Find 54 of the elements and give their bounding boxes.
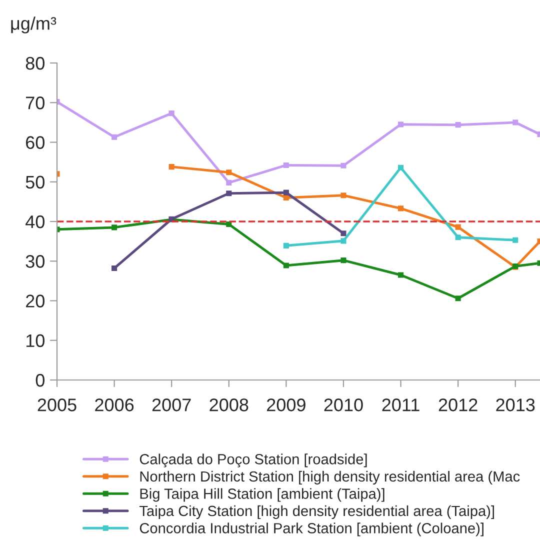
legend-label: Northern District Station [high density residential area (Mac: [140, 470, 520, 485]
x-tick-label: 2010: [324, 398, 363, 412]
point: [398, 206, 404, 212]
y-tick-label: 30: [26, 255, 44, 268]
point: [226, 221, 232, 228]
x-tick-label: 2011: [382, 398, 420, 412]
y-tick-label: 10: [26, 334, 44, 348]
point: [455, 122, 461, 128]
point: [398, 272, 404, 278]
y-tick-label: 50: [26, 176, 44, 189]
x-tick-label: 2009: [267, 398, 306, 412]
x-tick-label: 2007: [152, 398, 191, 412]
point: [512, 237, 518, 243]
point: [226, 170, 232, 176]
point: [112, 134, 118, 140]
point: [168, 110, 174, 116]
x-tick-label: 2005: [38, 398, 76, 412]
point: [340, 258, 346, 264]
x-tick-label: 2006: [95, 398, 134, 412]
point: [283, 194, 289, 201]
y-axis-title: μg/m³: [11, 16, 56, 34]
point: [226, 190, 232, 196]
legend-label: Concordia Industrial Park Station [ambient (Coloane)]: [140, 522, 484, 536]
point: [398, 164, 404, 170]
line-series: [57, 216, 540, 302]
legend-label: Calçada do Poço Station [roadside]: [140, 454, 367, 468]
point: [226, 180, 232, 186]
y-tick-label: 60: [26, 136, 44, 149]
point: [283, 262, 289, 268]
point: [455, 234, 461, 240]
point: [112, 224, 118, 230]
point: [168, 164, 174, 170]
y-tick-label: 80: [26, 56, 44, 70]
y-tick-label: 20: [26, 294, 44, 308]
point: [340, 162, 346, 168]
point: [455, 224, 461, 230]
point: [112, 265, 118, 272]
y-tick-label: 0: [36, 374, 44, 387]
point: [283, 190, 289, 196]
point: [398, 122, 404, 128]
x-tick-label: 2013: [496, 398, 535, 412]
point: [283, 242, 289, 248]
x-tick-label: 2012: [438, 398, 478, 412]
point: [340, 230, 346, 236]
y-tick-label: 70: [26, 96, 44, 110]
y-tick-label: 40: [26, 215, 44, 228]
x-tick-label: 2008: [210, 398, 248, 412]
legend-label: Big Taipa Hill Station [ambient (Taipa)]: [140, 488, 384, 502]
point: [512, 120, 518, 126]
legend-label: Taipa City Station [high density residential area (Taipa)]: [139, 505, 494, 520]
point: [340, 238, 346, 244]
point: [340, 192, 346, 198]
point: [283, 162, 289, 168]
point: [455, 296, 461, 302]
